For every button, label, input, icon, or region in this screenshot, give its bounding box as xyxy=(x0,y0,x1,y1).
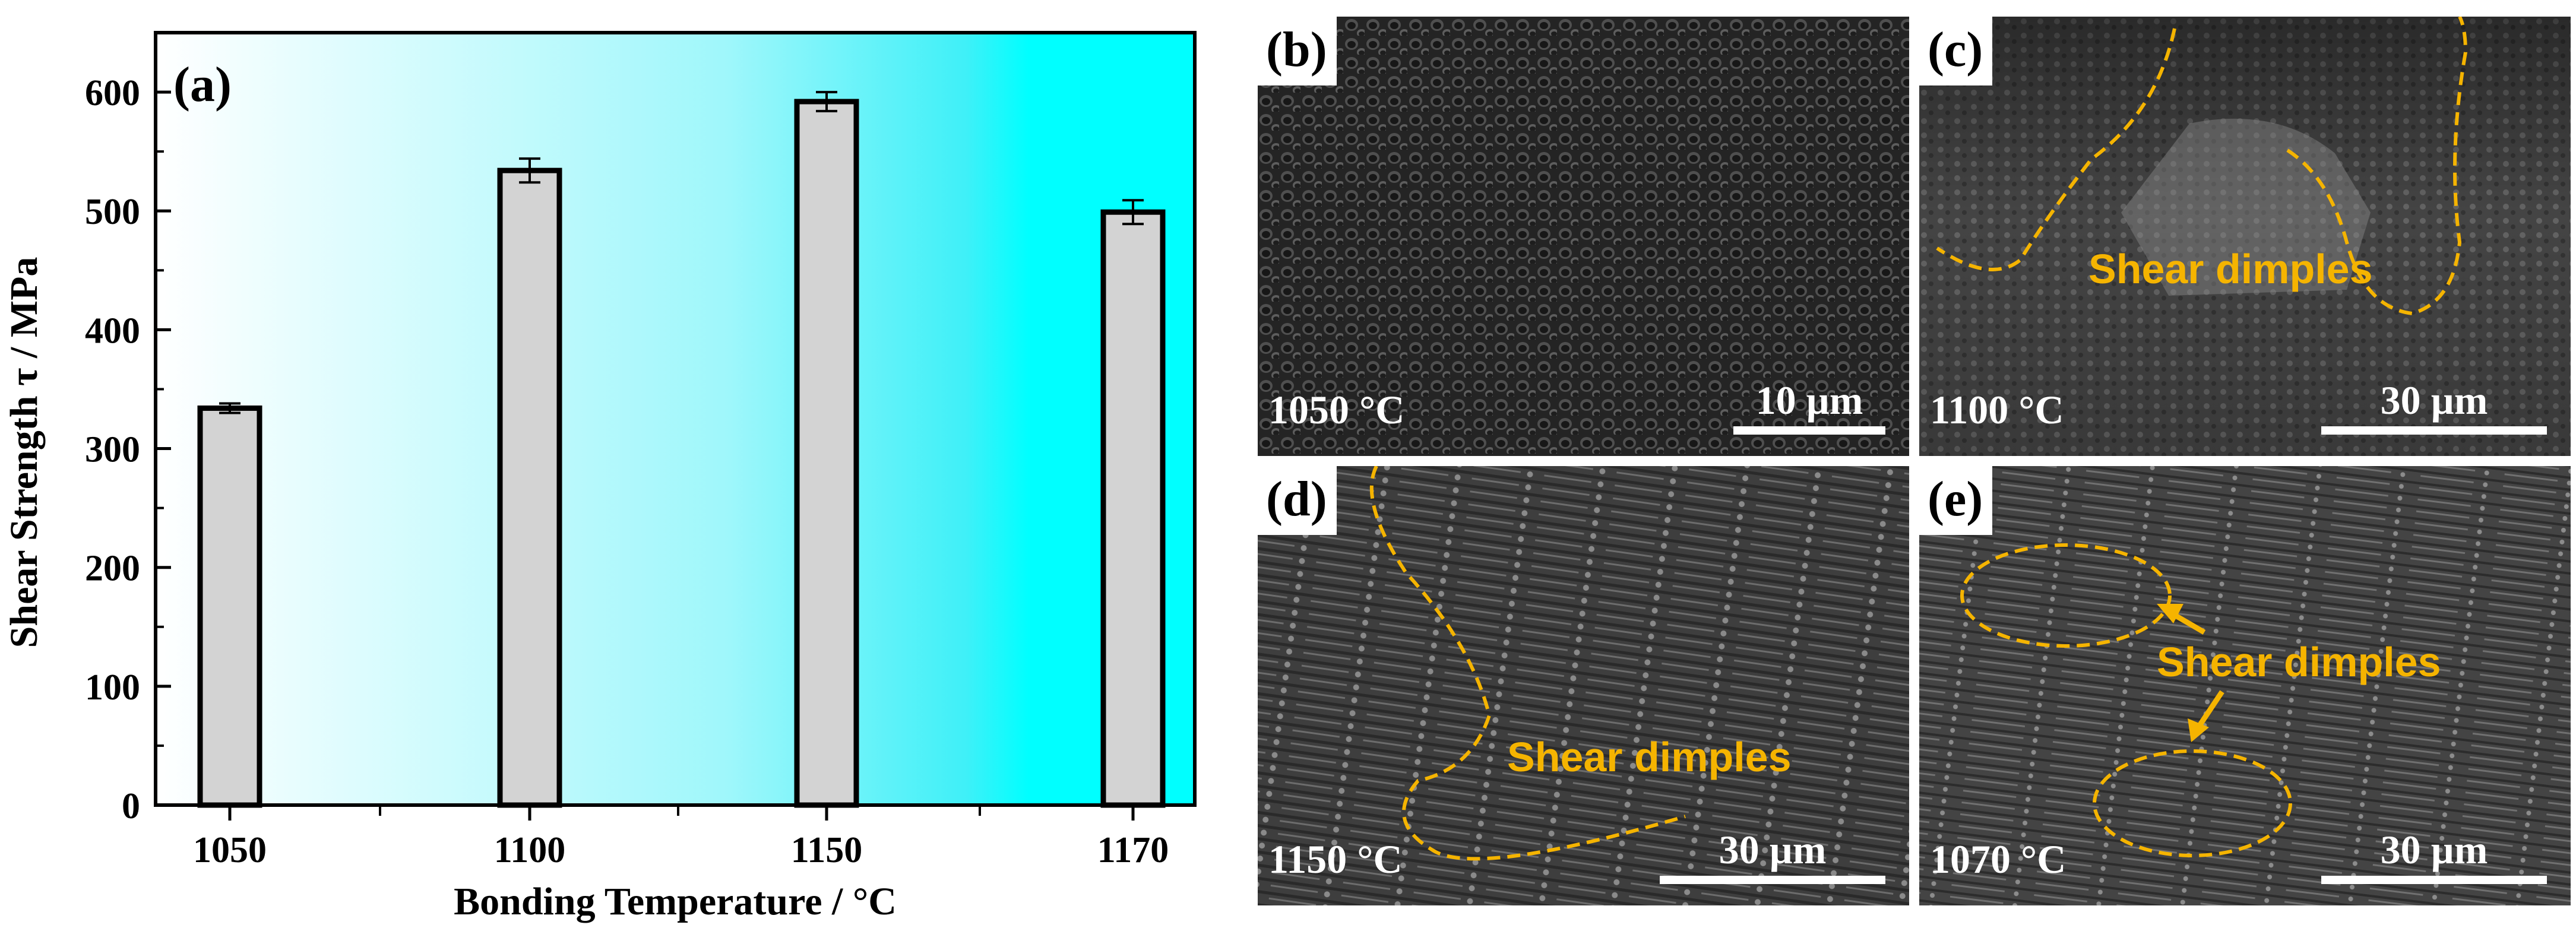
panel-label-c: (c) xyxy=(1919,17,1993,85)
sem-panel-c: (c) Shear dimples 1100 °C 30 µm xyxy=(1919,17,2571,456)
sem-panel-d: (d) Shear dimples 1150 °C 30 µm xyxy=(1258,466,1909,905)
scale-bar-d: 30 µm xyxy=(1660,829,1885,884)
annotation-e: Shear dimples xyxy=(2157,639,2441,685)
scale-bar-c: 30 µm xyxy=(2321,380,2547,435)
annotation-d: Shear dimples xyxy=(1507,734,1792,780)
y-tick-label: 0 xyxy=(122,786,140,826)
plot-background xyxy=(156,33,1195,805)
sem-texture-e xyxy=(1919,466,2571,905)
scale-line-e xyxy=(2321,876,2547,884)
x-tick-label: 1170 xyxy=(1097,830,1169,870)
bar-1100 xyxy=(497,167,562,808)
arrow-e-upper xyxy=(2157,604,2206,635)
y-tick-label: 400 xyxy=(85,311,140,351)
dashed-boundary-d xyxy=(1369,466,1686,861)
temperature-label-c: 1100 °C xyxy=(1930,387,2064,432)
bar-1150 xyxy=(794,99,859,808)
bar-1170 xyxy=(1100,209,1166,808)
panel-label-b: (b) xyxy=(1258,17,1337,85)
error-bar-1050 xyxy=(219,402,240,414)
x-tick-label: 1150 xyxy=(791,830,863,870)
x-tick-label: 1050 xyxy=(193,830,267,870)
panel-label-d: (d) xyxy=(1258,466,1337,535)
y-tick-label: 500 xyxy=(85,192,140,232)
dashed-ellipse-e-top xyxy=(1960,543,2172,648)
y-tick-label: 300 xyxy=(85,430,140,470)
temperature-label-b: 1050 °C xyxy=(1268,387,1405,432)
dashed-boundary-c-left xyxy=(1936,28,2176,271)
plot-frame xyxy=(154,31,1197,807)
scale-text-d: 30 µm xyxy=(1719,827,1827,872)
panel-label-a: (a) xyxy=(173,57,232,112)
sem-texture-c xyxy=(1919,17,2571,456)
error-bar-1150 xyxy=(816,91,837,113)
y-tick-label: 100 xyxy=(85,667,140,708)
sem-texture-d xyxy=(1258,466,1909,905)
y-axis-label: Shear Strength τ / MPa xyxy=(2,257,46,648)
scale-bar-b: 10 µm xyxy=(1733,380,1885,435)
scale-line-d xyxy=(1660,876,1885,884)
dashed-boundary-c-right xyxy=(2286,17,2468,316)
sem-panel-b: (b) 1050 °C 10 µm xyxy=(1258,17,1909,456)
x-axis-label: Bonding Temperature / °C xyxy=(454,880,897,923)
error-bar-1100 xyxy=(519,157,540,184)
scale-bar-e: 30 µm xyxy=(2321,829,2547,884)
scale-text-c: 30 µm xyxy=(2380,378,2488,423)
scale-text-e: 30 µm xyxy=(2380,827,2488,872)
y-tick-label: 200 xyxy=(85,549,140,589)
temperature-label-d: 1150 °C xyxy=(1268,837,1403,882)
scale-line-b xyxy=(1733,426,1885,435)
dashed-ellipse-e-bottom xyxy=(2093,749,2292,857)
temperature-label-e: 1070 °C xyxy=(1930,837,2067,882)
scale-line-c xyxy=(2321,426,2547,435)
scale-text-b: 10 µm xyxy=(1755,378,1863,423)
panel-label-e: (e) xyxy=(1919,466,1993,535)
x-tick-label: 1100 xyxy=(494,830,566,870)
error-bar-1170 xyxy=(1122,199,1144,226)
sem-panel-e: (e) Shear dimples 1070 °C 30 µm xyxy=(1919,466,2571,905)
y-tick-label: 600 xyxy=(85,73,140,113)
annotation-c: Shear dimples xyxy=(2088,246,2373,292)
arrow-e-lower xyxy=(2188,690,2224,742)
bar-1050 xyxy=(197,405,262,808)
sem-texture-b xyxy=(1258,17,1909,456)
